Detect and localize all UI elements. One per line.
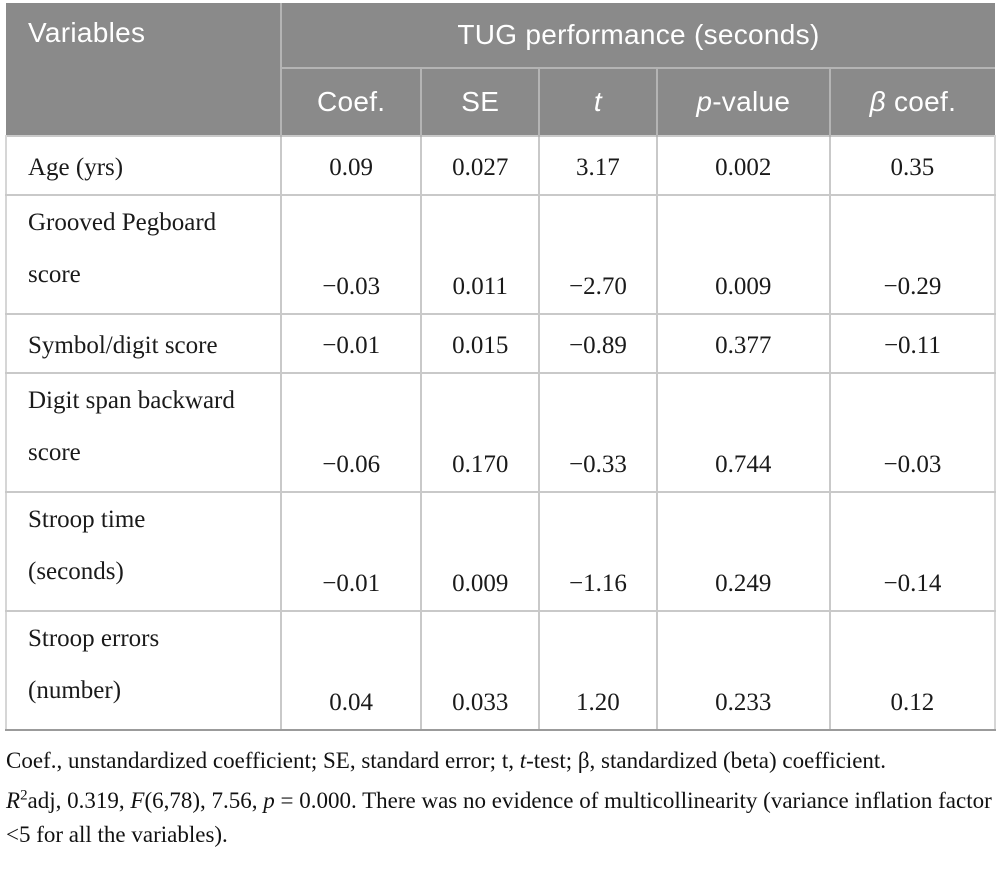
cell-value: −0.01 bbox=[279, 313, 423, 374]
table-row: Stroop errors (number) 0.04 0.033 1.20 0.233 0… bbox=[5, 610, 997, 731]
text-segment: adj, 0.319, bbox=[27, 787, 131, 813]
cell-value: −0.03 bbox=[279, 194, 423, 315]
regression-table: Variables TUG performance (seconds) Coef… bbox=[5, 3, 997, 731]
header-row-sub: Coef. SE t p-value β coef. bbox=[6, 68, 995, 136]
cell-value: −0.03 bbox=[828, 372, 997, 493]
cell-value: 0.170 bbox=[420, 372, 541, 493]
text-segment: 2 bbox=[20, 786, 28, 803]
text-segment: -value bbox=[712, 86, 791, 117]
table-row: Stroop time (seconds) −0.01 0.009 −1.16 0.249… bbox=[5, 491, 997, 612]
cell-value: 0.027 bbox=[420, 135, 541, 196]
column-header-beta-coef: β coef. bbox=[829, 68, 995, 136]
table-row: Grooved Pegboard score −0.03 0.011 −2.70 0.00… bbox=[5, 194, 997, 315]
text-segment: t bbox=[593, 86, 602, 117]
cell-value: 0.033 bbox=[420, 610, 541, 731]
cell-value: 0.009 bbox=[655, 194, 831, 315]
cell-value: −0.89 bbox=[538, 313, 658, 374]
text-segment: = 0.000. There was no evidence of multic… bbox=[6, 787, 992, 848]
text-segment: t bbox=[519, 748, 527, 773]
header-row-top: Variables TUG performance (seconds) bbox=[6, 3, 995, 136]
cell-value: 0.35 bbox=[828, 135, 997, 196]
cell-value: 0.002 bbox=[655, 135, 831, 196]
row-label: Stroop time (seconds) bbox=[5, 491, 282, 612]
footnote-1: Coef., unstandardized coefficient; SE, s… bbox=[6, 744, 996, 779]
text-segment: Coef. bbox=[316, 86, 386, 117]
cell-value: −0.06 bbox=[279, 372, 423, 493]
cell-value: 0.015 bbox=[420, 313, 541, 374]
text-segment: β bbox=[869, 86, 886, 117]
footnote-2: R2adj, 0.319, F(6,78), 7.56, p = 0.000. … bbox=[6, 784, 996, 853]
column-header-tug-performance: TUG performance (seconds) bbox=[280, 3, 995, 69]
cell-value: 1.20 bbox=[538, 610, 658, 731]
row-label: Symbol/digit score bbox=[5, 313, 282, 374]
cell-value: −0.01 bbox=[279, 491, 423, 612]
text-segment: Coef., unstandardized coefficient; SE, s… bbox=[6, 748, 520, 773]
cell-value: 0.011 bbox=[420, 194, 541, 315]
cell-value: 0.09 bbox=[279, 135, 423, 196]
cell-value: 0.249 bbox=[655, 491, 831, 612]
text-segment: (6,78), 7.56, bbox=[144, 787, 264, 813]
cell-value: −2.70 bbox=[538, 194, 658, 315]
column-header-se: SE bbox=[421, 68, 541, 136]
text-segment: p bbox=[696, 86, 713, 117]
column-header-variables: Variables bbox=[6, 3, 282, 136]
cell-value: 0.233 bbox=[655, 610, 831, 731]
text-segment: -test; β, standardized (beta) coefficien… bbox=[526, 748, 887, 773]
table-row: Symbol/digit score −0.01 0.015 −0.89 0.377 −0… bbox=[5, 313, 997, 374]
cell-value: −0.14 bbox=[828, 491, 997, 612]
cell-value: −0.29 bbox=[828, 194, 997, 315]
table-row: Digit span backward score −0.06 0.170 −0.33 0… bbox=[5, 372, 997, 493]
text-segment: F bbox=[130, 787, 145, 813]
cell-value: 0.744 bbox=[655, 372, 831, 493]
table-row: Age (yrs) 0.09 0.027 3.17 0.002 0.35 bbox=[5, 135, 997, 196]
cell-value: −0.11 bbox=[828, 313, 997, 374]
table-header: Variables TUG performance (seconds) Coef… bbox=[6, 3, 995, 136]
text-segment: coef. bbox=[885, 86, 957, 117]
cell-value: 0.04 bbox=[279, 610, 423, 731]
row-label: Stroop errors (number) bbox=[5, 610, 282, 731]
table-body: Age (yrs) 0.09 0.027 3.17 0.002 0.35 Grooved P… bbox=[5, 135, 997, 731]
column-header-t: t bbox=[539, 68, 658, 136]
cell-value: −0.33 bbox=[538, 372, 658, 493]
column-header-coef: Coef. bbox=[280, 68, 423, 136]
row-label: Digit span backward score bbox=[5, 372, 282, 493]
cell-value: 0.377 bbox=[655, 313, 831, 374]
row-label: Grooved Pegboard score bbox=[5, 194, 282, 315]
column-header-p-value: p-value bbox=[656, 68, 831, 136]
table-figure: Variables TUG performance (seconds) Coef… bbox=[5, 3, 997, 853]
text-segment: p bbox=[263, 787, 275, 813]
text-segment: SE bbox=[461, 86, 500, 117]
cell-value: −1.16 bbox=[538, 491, 658, 612]
text-segment: R bbox=[6, 787, 21, 813]
row-label: Age (yrs) bbox=[5, 135, 282, 196]
table-footnotes: Coef., unstandardized coefficient; SE, s… bbox=[5, 744, 996, 853]
cell-value: 3.17 bbox=[538, 135, 658, 196]
cell-value: 0.009 bbox=[420, 491, 541, 612]
cell-value: 0.12 bbox=[828, 610, 997, 731]
